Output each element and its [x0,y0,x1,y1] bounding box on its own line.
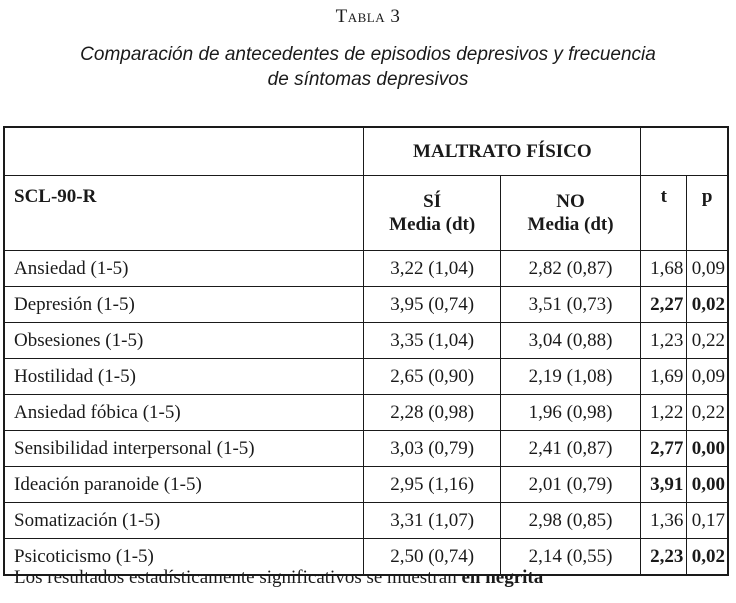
row-name: Somatización (1-5) [3,502,365,539]
t-value: 1,22 [640,394,688,431]
t-value: 2,23 [640,538,688,576]
caption-line-1: Comparación de antecedentes de episodios… [80,44,656,65]
si-value: 2,95 (1,16) [363,466,501,503]
table-row: Obsesiones (1-5) 3,35 (1,04) 3,04 (0,88) 1,… [3,322,729,359]
t-value: 3,91 [640,466,688,503]
si-value: 3,03 (0,79) [363,430,501,467]
table-label: Tabla 3 [335,6,401,27]
si-value: 3,22 (1,04) [363,250,501,287]
row-name: Sensibilidad interpersonal (1-5) [3,430,365,467]
no-value: 2,41 (0,87) [499,430,642,467]
t-value: 1,68 [640,250,688,287]
no-value: 2,01 (0,79) [499,466,642,503]
table-row: Somatización (1-5) 3,31 (1,07) 2,98 (0,85)… [3,502,729,539]
p-value: 0,09 [686,250,729,287]
p-value: 0,00 [686,430,729,467]
row-name: Ansiedad (1-5) [3,250,365,287]
footnote-bold: en negrita [461,567,544,588]
si-value: 2,50 (0,74) [363,538,501,576]
table-row: Ansiedad (1-5) 3,22 (1,04) 2,82 (0,87) 1,68… [3,250,729,287]
si-label: SÍ [423,191,442,212]
si-value: 3,35 (1,04) [363,322,501,359]
no-value: 3,04 (0,88) [499,322,642,359]
t-value: 1,69 [640,358,688,395]
table-body: Ansiedad (1-5) 3,22 (1,04) 2,82 (0,87) 1,68… [3,250,729,576]
p-value: 0,02 [686,538,729,576]
p-value: 0,22 [686,322,729,359]
footnote: Los resultados estadísticamente signific… [14,567,543,589]
t-header: t [640,175,688,251]
empty-header-cell [3,126,365,176]
si-header: SÍ Media (dt) [363,175,501,251]
column-header-row: SCL-90-R SÍ Media (dt) NO Media (dt) t p [3,175,729,251]
no-label: NO [556,191,585,212]
results-table: MALTRATO FÍSICO SCL-90-R SÍ Media (dt) N… [3,126,729,576]
t-value: 1,36 [640,502,688,539]
no-value: 2,82 (0,87) [499,250,642,287]
si-value: 3,95 (0,74) [363,286,501,323]
row-name: Psicoticismo (1-5) [3,538,365,576]
row-name: Ansiedad fóbica (1-5) [3,394,365,431]
table-row: Psicoticismo (1-5) 2,50 (0,74) 2,14 (0,55)… [3,538,729,576]
no-value: 2,98 (0,85) [499,502,642,539]
table-row: Ideación paranoide (1-5) 2,95 (1,16) 2,01 … [3,466,729,503]
table-row: Ansiedad fóbica (1-5) 2,28 (0,98) 1,96 (0,… [3,394,729,431]
row-name: Obsesiones (1-5) [3,322,365,359]
p-value: 0,00 [686,466,729,503]
footnote-text: Los resultados estadísticamente signific… [14,567,462,588]
p-value: 0,09 [686,358,729,395]
empty-header-cell [640,126,729,176]
t-value: 2,27 [640,286,688,323]
row-name: Hostilidad (1-5) [3,358,365,395]
si-value: 2,65 (0,90) [363,358,501,395]
row-name: Ideación paranoide (1-5) [3,466,365,503]
caption-line-2: de síntomas depresivos [267,69,469,90]
no-value: 2,19 (1,08) [499,358,642,395]
no-value: 3,51 (0,73) [499,286,642,323]
group-header-row: MALTRATO FÍSICO [3,126,729,176]
p-value: 0,02 [686,286,729,323]
no-header: NO Media (dt) [499,175,642,251]
no-value: 2,14 (0,55) [499,538,642,576]
p-header: p [686,175,729,251]
table-caption: Comparación de antecedentes de episodios… [0,42,736,92]
t-value: 1,23 [640,322,688,359]
no-value: 1,96 (0,98) [499,394,642,431]
p-value: 0,22 [686,394,729,431]
group-title: MALTRATO FÍSICO [363,126,642,176]
si-value: 2,28 (0,98) [363,394,501,431]
scl-header: SCL-90-R [3,175,365,251]
row-name: Depresión (1-5) [3,286,365,323]
table-row: Depresión (1-5) 3,95 (0,74) 3,51 (0,73) 2,2… [3,286,729,323]
media-label: Media (dt) [527,214,614,235]
t-value: 2,77 [640,430,688,467]
p-value: 0,17 [686,502,729,539]
si-value: 3,31 (1,07) [363,502,501,539]
table-row: Sensibilidad interpersonal (1-5) 3,03 (0,… [3,430,729,467]
table-row: Hostilidad (1-5) 2,65 (0,90) 2,19 (1,08) 1,… [3,358,729,395]
media-label: Media (dt) [389,214,476,235]
